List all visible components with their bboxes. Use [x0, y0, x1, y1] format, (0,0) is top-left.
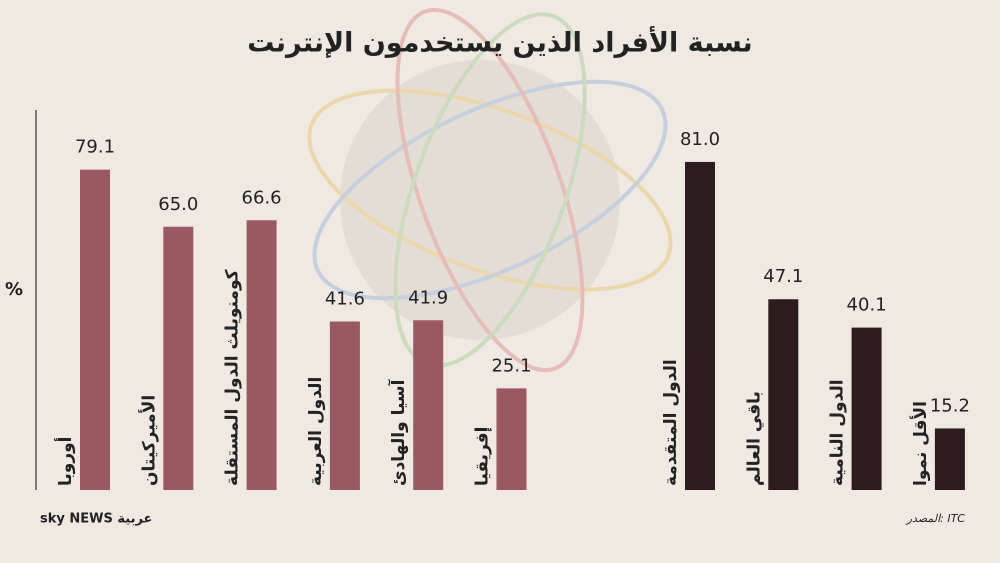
- value-label: 40.1: [847, 295, 887, 316]
- category-label: الدول النامية: [828, 379, 848, 486]
- value-label: 41.9: [408, 287, 448, 308]
- value-label: 41.6: [325, 289, 365, 310]
- value-label: 81.0: [680, 129, 720, 150]
- category-label: باقي العالم: [744, 391, 764, 486]
- category-label: الدول العربية: [306, 377, 326, 486]
- chart-title: نسبة الأفراد الذين يستخدمون الإنترنت: [247, 26, 752, 59]
- value-label: 65.0: [158, 194, 198, 215]
- value-label: 79.1: [75, 137, 115, 158]
- category-label: الدول المتقدمة: [661, 359, 681, 486]
- value-label: 66.6: [242, 187, 282, 208]
- category-label: آسيا والهادئ: [387, 378, 409, 486]
- category-label: أوروبا: [54, 436, 76, 486]
- bar: [80, 169, 110, 490]
- category-label: الأميركيتان: [138, 395, 159, 486]
- bar: [934, 428, 965, 490]
- bar: [163, 226, 194, 490]
- category-label: إفريقيا: [473, 427, 493, 486]
- globe-decoration: [307, 7, 673, 373]
- category-label: كومنويلث الدول المستقلة: [223, 269, 243, 486]
- bar: [685, 161, 715, 490]
- source: المصدر: ITC: [905, 512, 966, 525]
- value-label: 25.1: [491, 355, 531, 376]
- bar: [246, 220, 277, 490]
- value-label: 47.1: [763, 266, 803, 287]
- category-label: الأقل نموا: [910, 401, 931, 486]
- value-label: 15.2: [930, 395, 970, 416]
- bar: [768, 299, 799, 490]
- bar: [329, 321, 360, 490]
- logo: sky NEWS عربية: [40, 512, 152, 527]
- bar: [413, 320, 444, 490]
- bar: [851, 327, 882, 490]
- bar: [496, 388, 527, 490]
- y-axis-label: %: [5, 279, 23, 300]
